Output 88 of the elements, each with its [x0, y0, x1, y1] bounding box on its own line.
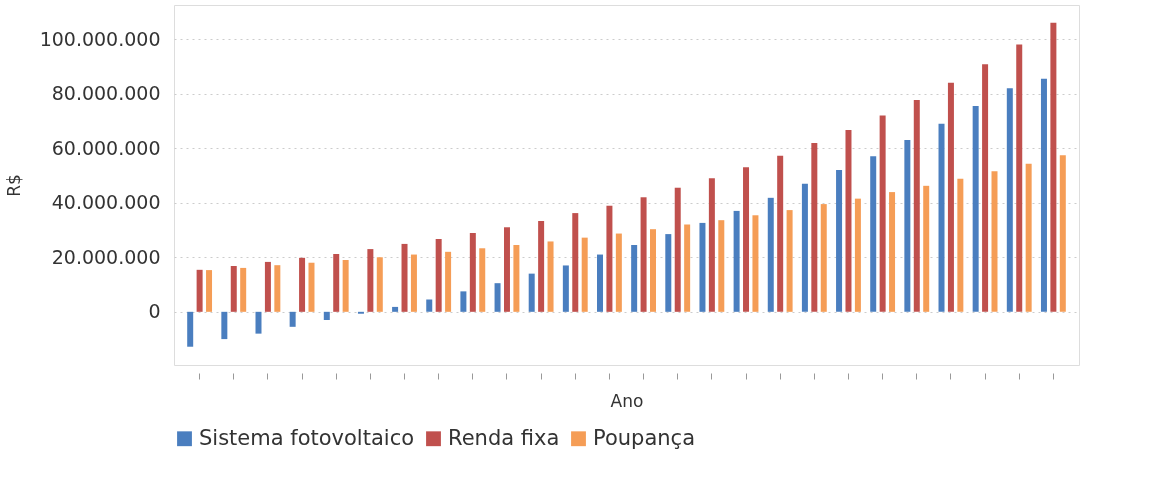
bar [597, 254, 603, 312]
bar [460, 291, 467, 312]
bar [854, 198, 861, 312]
legend-label: Renda fixa [448, 425, 560, 450]
bar [957, 178, 964, 312]
legend-label: Sistema fotovoltaico [199, 425, 415, 450]
bar [913, 99, 920, 312]
bar [743, 167, 750, 312]
bar [733, 210, 740, 312]
bar [786, 210, 793, 312]
bar [264, 261, 271, 312]
bar [494, 283, 501, 312]
bar [240, 267, 247, 312]
bar [777, 155, 784, 312]
y-tick-label: 0 [148, 300, 161, 323]
bar [650, 229, 656, 312]
bar [631, 245, 638, 312]
bar [323, 311, 330, 320]
bar [889, 192, 896, 312]
bar [255, 311, 262, 334]
bar [640, 197, 647, 312]
bar [1006, 88, 1013, 312]
bar [904, 140, 911, 312]
bar [410, 254, 417, 312]
bar [538, 221, 545, 312]
bar [665, 234, 672, 312]
bar [1050, 22, 1057, 312]
bar [991, 171, 998, 312]
bar [801, 183, 808, 312]
y-axis-title: R$ [3, 174, 24, 197]
y-tick-label: 80.000.000 [51, 82, 161, 105]
bar [699, 222, 706, 312]
bar [376, 257, 383, 312]
bar [811, 143, 818, 312]
legend-label: Poupança [593, 425, 695, 450]
bar [879, 115, 886, 312]
bar [581, 237, 588, 312]
bar [767, 197, 774, 312]
bar [503, 227, 510, 312]
bar [562, 265, 569, 312]
bar [923, 185, 930, 312]
bar [674, 187, 681, 312]
bar [606, 205, 613, 312]
bar [187, 311, 194, 347]
bar [513, 245, 520, 312]
bar [392, 306, 399, 312]
bar [1016, 44, 1023, 312]
bar [615, 233, 622, 312]
bar [445, 251, 452, 312]
bar [572, 213, 579, 312]
bar [308, 262, 315, 312]
bar [426, 299, 433, 312]
bar [289, 311, 296, 327]
bar [401, 243, 408, 312]
y-tick-label: 20.000.000 [51, 245, 161, 268]
bar [718, 220, 725, 312]
bar [435, 239, 442, 312]
bar [752, 215, 759, 312]
bar [469, 233, 476, 312]
bar [947, 82, 954, 312]
bar [299, 257, 306, 312]
bar [820, 204, 827, 312]
y-tick-label: 100.000.000 [39, 27, 161, 50]
y-tick-label: 60.000.000 [51, 136, 161, 159]
bar [221, 311, 228, 340]
x-axis-title: Ano [610, 391, 644, 411]
bar [528, 273, 535, 312]
bar [982, 64, 989, 312]
bar [230, 266, 237, 312]
bar [1059, 155, 1066, 312]
bar [684, 224, 691, 312]
y-tick-label: 40.000.000 [51, 191, 161, 214]
bar [206, 270, 213, 312]
bar [333, 254, 340, 312]
bar [836, 170, 843, 312]
bar [938, 123, 945, 312]
bar [972, 105, 979, 312]
bar [870, 156, 877, 312]
bar [196, 269, 203, 312]
bar [367, 249, 374, 312]
bar [479, 248, 486, 312]
bar [708, 178, 715, 312]
bar [547, 241, 554, 312]
bar [274, 265, 281, 312]
bar [342, 260, 349, 312]
bar [1025, 163, 1032, 312]
bar [1040, 78, 1047, 312]
bar [845, 129, 852, 312]
